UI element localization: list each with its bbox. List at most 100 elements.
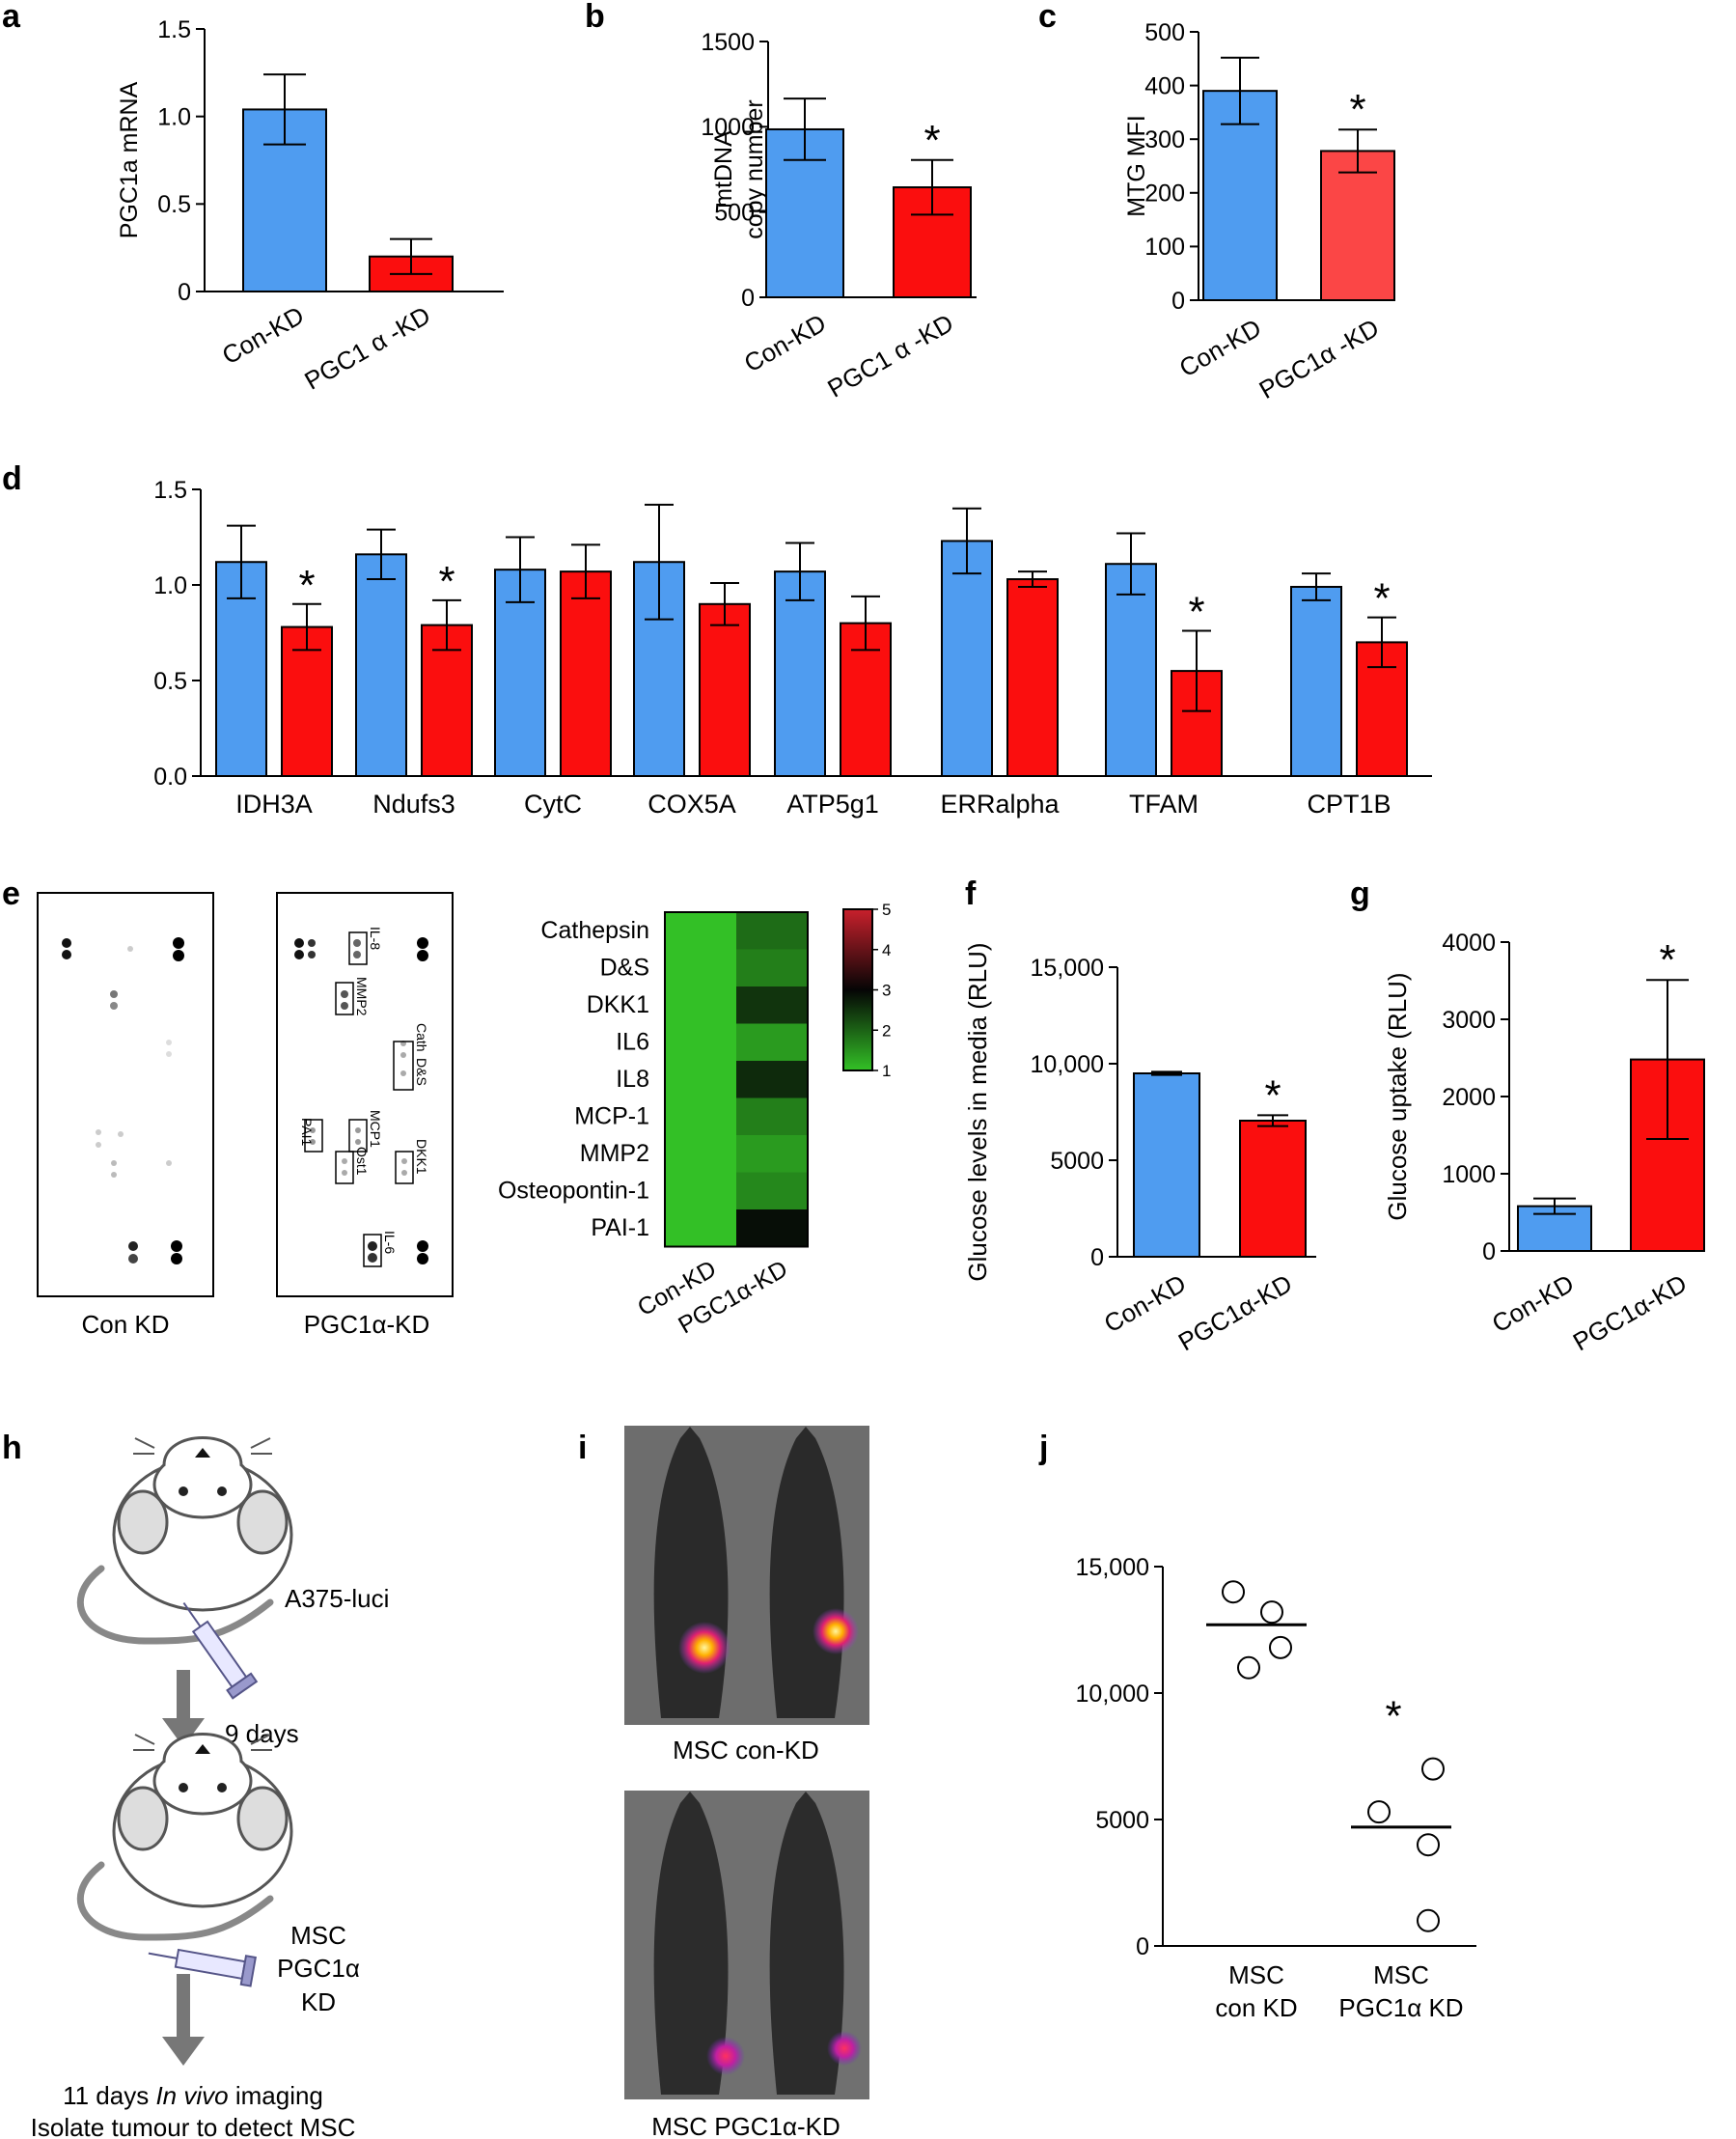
blot-spot [166,1051,172,1057]
blot-spot [171,1240,182,1252]
chart-f: 0 5000 10,000 15,000 Con-KD * PGC1α-KD Glucose … [963,942,1316,1357]
blot-spot [342,1158,347,1164]
significance-star: * [1373,575,1390,623]
category-label: PGC1 α -KD [299,300,435,396]
box-cath-ds [393,1041,414,1091]
bar [1202,90,1278,301]
bar [1239,1120,1307,1258]
category-label: PGC1α -KD [1254,313,1384,404]
bar [1006,578,1059,777]
heatmap-cell [665,949,736,987]
box-label-dkk1: DKK1 [414,1139,429,1175]
significance-star: * [1349,86,1365,133]
y-tick-label: 1.5 [153,477,187,504]
footer-invivo: In vivo [155,2081,228,2110]
box-label-ds: D&S [414,1058,429,1086]
y-axis-label: Glucose uptake (RLU) [1383,972,1412,1220]
panel-label-g: g [1350,875,1370,912]
heatmap-cell [736,1209,808,1247]
blot-spot [127,946,133,952]
panel-label-h: h [2,1430,22,1466]
heatmap-cell [736,1023,808,1062]
panel-e-blots: Con KD [37,892,454,1339]
y-tick-label: 2000 [1442,1084,1496,1111]
blot-spot [128,1241,138,1251]
luminescence-signal [813,1608,859,1654]
y-tick-label: 200 [1144,181,1185,208]
category-label: IDH3A [235,790,313,819]
blot-spot [96,1129,101,1135]
y-axis-label: PGC1a mRNA [116,81,143,238]
box-mmp2 [335,982,354,1015]
injection-2-line-1: MSC [290,1921,346,1950]
category-label: Con-KD [739,308,831,377]
blot-spot [355,1127,361,1133]
blot-spot [173,950,184,961]
heatmap-row-label: Cathepsin [540,917,649,944]
y-tick-label: 300 [1144,126,1185,153]
panel-i-images: MSC con-KD MSC PGC1α-KD [624,1426,869,2139]
y-tick-label: 1.0 [153,572,187,599]
y-tick-label: 3000 [1442,1007,1496,1034]
y-tick-label: 1.0 [157,103,191,130]
significance-star: * [1188,589,1204,636]
box-dkk1 [395,1151,414,1184]
box-label-mmp2: MMP2 [354,977,370,1016]
blot-con-kd-label: Con KD [81,1310,169,1339]
panel-label-i: i [578,1430,587,1466]
category-label: Con-KD [1487,1268,1579,1338]
category-label: ERRalpha [940,790,1060,819]
blot-spot [62,950,71,959]
y-tick-label: 500 [1144,19,1185,46]
y-axis-label: mtDNA [710,130,737,208]
category-label: PGC1α-KD [1173,1268,1297,1356]
bar [1133,1072,1200,1258]
significance-star: * [298,562,315,609]
step-1-label: 9 days [225,1719,299,1748]
arrow-down-icon [162,1670,205,1747]
y-tick-label: 4000 [1442,930,1496,957]
y-tick-label: 1000 [1442,1161,1496,1188]
blot-spot [341,1002,348,1010]
chart-j: 0 5000 10,000 15,000 MSC con KD * MSC PGC1α KD [1076,1554,1476,2022]
blot-spot [62,938,71,948]
y-tick-label: 0.0 [153,764,187,791]
y-tick-label: 5000 [1095,1807,1149,1834]
y-tick-label: 10,000 [1076,1681,1149,1708]
heatmap-row-label: MMP2 [580,1140,649,1167]
category-label: ATP5g1 [786,790,879,819]
significance-star: * [1385,1693,1401,1740]
arrow-down-icon [162,1974,205,2066]
blot-spot [294,938,304,948]
y-tick-label: 400 [1144,72,1185,99]
injection-2-line-3: KD [301,1987,336,2016]
heatmap-cell [736,1097,808,1136]
y-tick-label: 0.5 [153,668,187,695]
blot-spot [111,1172,117,1178]
blot-spot [353,951,361,958]
footer-days: 11 days [63,2081,149,2110]
data-point [1421,1757,1445,1781]
y-tick-label: 100 [1144,234,1185,261]
category-label: CytC [524,790,582,819]
box-label-cath: Cath [414,1023,429,1052]
heatmap-cell [736,1172,808,1210]
blot-spot [417,1253,428,1264]
blot-spot [166,1160,172,1166]
colorbar-tick-label: 1 [882,1062,891,1080]
blot-con-kd-spots [62,937,184,1264]
heatmap-frame [664,911,809,1248]
y-tick-label: 0.5 [157,191,191,218]
blot-spot [111,1160,117,1166]
heatmap-row-label: DKK1 [587,991,649,1018]
blot-highlight-boxes [304,931,414,1267]
colorbar-tick-label: 3 [882,982,891,1000]
mouse-silhouettes-bottom [653,1792,844,2095]
panel-label-c: c [1038,0,1057,35]
y-tick-label: 1.5 [157,16,191,43]
box-label-il8: IL-8 [368,927,383,950]
blot-spot [166,1040,172,1045]
y-tick-label: 10,000 [1031,1051,1104,1078]
injection-2-line-2: PGC1α [277,1954,360,1983]
